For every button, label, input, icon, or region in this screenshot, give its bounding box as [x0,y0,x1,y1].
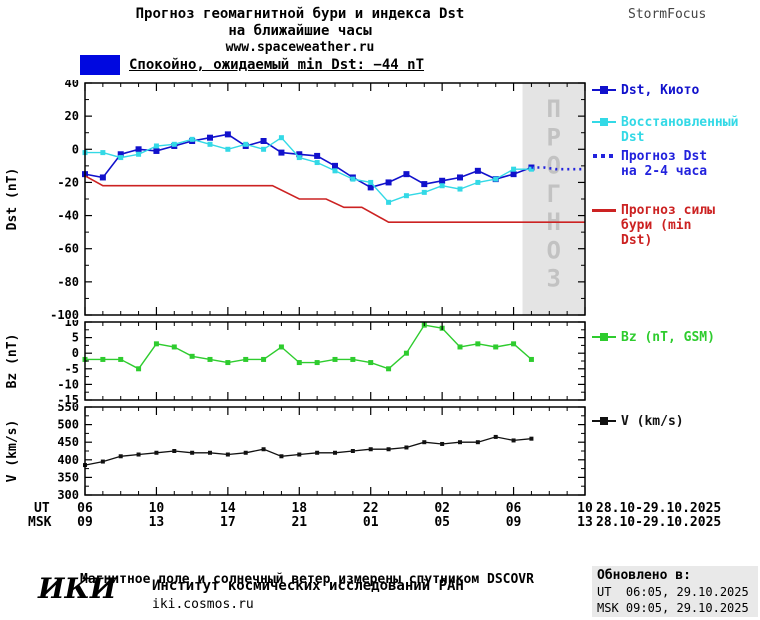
svg-text:-80: -80 [57,275,79,289]
title-line1: Прогноз геомагнитной бури и индекса Dst [135,6,465,22]
restored-dst-marker-icon [592,116,616,129]
storm-status-bar: Спокойно, ожидаемый min Dst: −44 nT [80,55,424,75]
msk-label: MSK [28,515,52,530]
ut-date-range: 28.10-29.10.2025 [596,501,722,516]
svg-text:0: 0 [72,346,79,360]
updated-box: Обновлено в: UT 06:05, 29.10.2025 MSK 09… [592,566,758,617]
svg-text:-5: -5 [65,362,79,376]
legend-bz: Bz (nT, GSM) [592,330,760,345]
ut-label: UT [34,501,50,516]
x-tick-label: 02 [434,501,450,516]
page-title: Прогноз геомагнитной бури и индекса Dst … [40,6,560,56]
svg-text:450: 450 [57,435,79,449]
forecast-dst-marker-icon [592,150,616,163]
title-line2: на ближайшие часы [228,23,372,39]
bz-marker-icon [592,331,616,344]
svg-text:0: 0 [72,142,79,156]
legend-restored-dst: Восстановленный Dst [592,115,760,145]
brand-label: StormFocus [628,7,707,22]
updated-ut: UT 06:05, 29.10.2025 [597,585,749,599]
msk-date-range: 28.10-29.10.2025 [596,515,722,530]
iki-site-link[interactable]: iki.cosmos.ru [152,597,254,612]
x-tick-label: 14 [220,501,236,516]
svg-text:О: О [547,236,561,264]
svg-text:20: 20 [65,109,79,123]
svg-text:Dst (nT): Dst (nT) [5,168,20,231]
x-tick-label: 21 [291,515,308,530]
svg-text:400: 400 [57,453,79,467]
legend-dst-kyoto: Dst, Киото [592,83,760,98]
institute-name: Институт космических исследований РАН [152,578,464,594]
v-marker-icon [592,415,616,428]
note-line1: Магнитное поле и солнечный ветер измерен… [80,572,534,587]
x-tick-label: 18 [291,501,308,516]
legend-storm-forecast-label: Прогноз силы бури (min Dst) [621,203,715,248]
bz-chart: 10 50 -5-10 -15 Bz (nT) [5,320,586,404]
legend-bz-label: Bz (nT, GSM) [621,330,715,345]
updated-msk: MSK 09:05, 29.10.2025 [597,601,749,615]
dst-kyoto-marker-icon [592,84,616,97]
svg-text:5: 5 [72,331,79,345]
svg-text:З: З [547,265,561,293]
svg-text:-100: -100 [50,308,79,320]
svg-text:-15: -15 [57,393,79,404]
x-tick-label: 17 [220,515,236,530]
svg-text:Г: Г [547,180,561,208]
status-color-box [80,55,120,75]
svg-text:О: О [547,152,561,180]
x-tick-label: 05 [434,515,450,530]
svg-text:550: 550 [57,404,79,414]
ut-axis-row: UT 28.10-29.10.2025 06 10 14 18 22 02 06 10 [0,501,760,516]
svg-text:-60: -60 [57,242,79,256]
svg-text:350: 350 [57,470,79,484]
svg-text:40: 40 [65,80,79,90]
legend-storm-forecast: Прогноз силы бури (min Dst) [592,203,721,248]
x-tick-label: 06 [505,501,522,516]
svg-text:-40: -40 [57,209,79,223]
x-tick-label: 01 [362,515,379,530]
measurement-note: Магнитное поле и солнечный ветер измерен… [80,537,534,620]
x-tick-label: 13 [148,515,165,530]
x-tick-label: 13 [577,515,593,530]
svg-text:10: 10 [65,320,79,329]
x-tick-label: 06 [77,501,93,516]
svg-text:V (km/s): V (km/s) [5,420,20,483]
iki-logo: ИКИ [38,572,117,605]
legend-v: V (km/s) [592,414,760,429]
svg-text:Bz (nT): Bz (nT) [5,334,20,389]
x-tick-label: 09 [77,515,93,530]
svg-text:-10: -10 [57,377,79,391]
svg-text:П: П [547,95,561,123]
x-tick-label: 10 [148,501,165,516]
legend-dst-kyoto-label: Dst, Киото [621,83,700,98]
legend-forecast-dst: Прогноз Dst на 2-4 часа [592,149,721,179]
svg-text:300: 300 [57,488,79,499]
legend-restored-dst-label: Восстановленный Dst [621,115,739,145]
legend-forecast-dst-label: Прогноз Dst на 2-4 часа [621,149,708,179]
x-tick-label: 10 [577,501,593,516]
storm-forecast-marker-icon [592,204,616,217]
x-tick-label: 09 [505,515,522,530]
v-chart: 550 500 450 400 350 300 V (km/s) [5,404,586,499]
spaceweather-site-link[interactable]: www.spaceweather.ru [225,40,375,55]
svg-text:Р: Р [547,123,561,151]
updated-label: Обновлено в: [597,568,691,583]
msk-axis-row: MSK 28.10-29.10.2025 09 13 17 21 01 05 09 13 [0,515,760,530]
x-tick-label: 22 [362,501,379,516]
svg-text:500: 500 [57,418,79,432]
status-label: Спокойно, ожидаемый min Dst: −44 nT [129,57,425,73]
legend-v-label: V (km/s) [621,414,684,429]
svg-text:-20: -20 [57,175,79,189]
